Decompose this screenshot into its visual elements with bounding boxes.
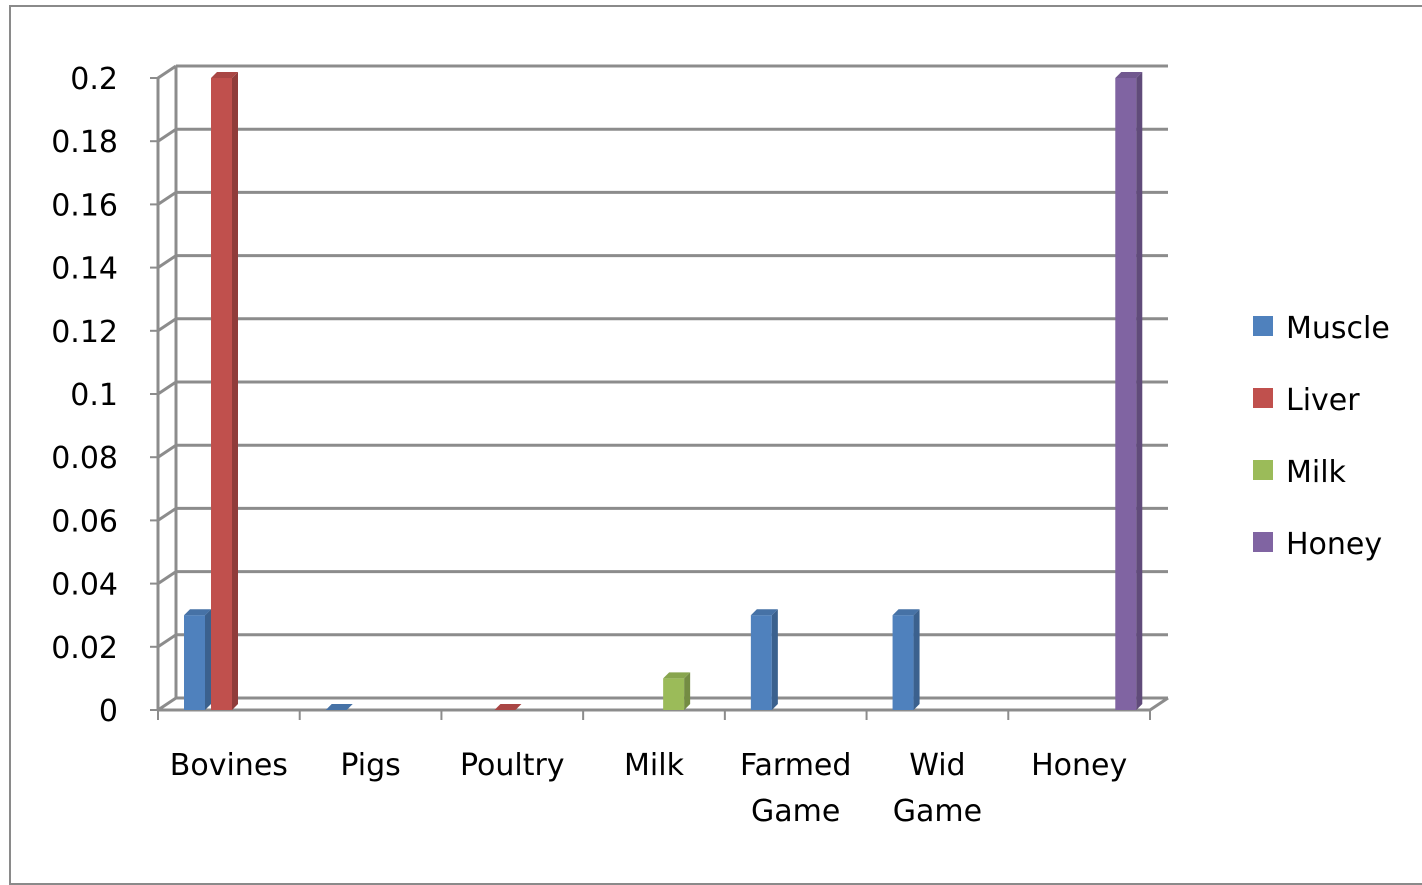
x-category-label: Bovines: [170, 748, 288, 783]
gridline-diag: [157, 127, 177, 143]
bar-milk: [663, 672, 691, 710]
legend-label: Muscle: [1286, 311, 1390, 346]
legend-item-milk: Milk: [1253, 455, 1347, 490]
bar-muscle: [325, 704, 353, 710]
y-tick-label: 0.12: [51, 315, 118, 350]
gridline-diag: [157, 380, 177, 396]
legend-swatch: [1253, 316, 1273, 336]
x-category-label: Pigs: [340, 748, 400, 783]
x-category-label: Milk: [624, 748, 685, 783]
y-tick-label: 0.18: [51, 125, 118, 160]
gridline-diag: [157, 64, 177, 80]
legend-swatch: [1253, 460, 1273, 480]
legend-item-liver: Liver: [1253, 383, 1360, 418]
x-category-label: Poultry: [460, 748, 565, 783]
x-category-label: Honey: [1031, 748, 1127, 783]
gridline-diag: [157, 191, 177, 206]
legend: Muscle Liver Milk Honey: [1253, 311, 1390, 562]
x-category-label: Game: [751, 794, 840, 829]
x-category-label: Farmed: [740, 748, 851, 783]
x-category-label: Wid: [909, 748, 965, 783]
chart-svg: 00.020.040.060.080.10.120.140.160.180.2 …: [51, 62, 1390, 829]
y-axis-ticks: 0 0.02 0.04 0.06 0.08 0.1 0.12 0.14 0.16 0.18 0.2: [51, 62, 118, 729]
y-tick-label: 0: [99, 694, 118, 729]
legend-label: Liver: [1286, 383, 1360, 418]
legend-label: Honey: [1286, 527, 1382, 562]
y-tick-label: 0.14: [51, 252, 118, 287]
legend-swatch: [1253, 532, 1273, 552]
bar-liver: [494, 704, 522, 710]
bar-liver: [211, 72, 238, 710]
gridline-diag: [157, 633, 177, 649]
legend-item-honey: Honey: [1253, 527, 1382, 562]
floor-edge: [1149, 696, 1169, 712]
gridline-diag: [157, 507, 177, 522]
y-tick-label: 0.02: [51, 631, 118, 666]
gridline-diag: [157, 317, 177, 333]
gridline-diag: [157, 696, 177, 712]
bar-muscle: [892, 609, 920, 710]
y-tick-label: 0.04: [51, 568, 118, 603]
y-tick-label: 0.06: [51, 504, 118, 539]
gridline-diag: [157, 254, 177, 269]
y-tick-label: 0.2: [70, 62, 118, 97]
y-tick-label: 0.1: [70, 378, 118, 413]
bar-honey: [1115, 72, 1143, 710]
bars: [184, 72, 1143, 710]
axes: [150, 66, 1169, 720]
x-category-label: Game: [893, 794, 982, 829]
bar-muscle: [750, 609, 778, 710]
gridline-diag: [157, 443, 177, 459]
legend-swatch: [1253, 388, 1273, 408]
y-tick-label: 0.16: [51, 188, 118, 223]
y-tick-label: 0.08: [51, 441, 118, 476]
x-axis-categories: Bovines Pigs Poultry Milk Farmed Game Wid Game H…: [170, 748, 1127, 829]
gridlines: [157, 64, 1168, 712]
gridline-diag: [157, 570, 177, 585]
bar-muscle: [184, 609, 211, 710]
legend-item-muscle: Muscle: [1253, 311, 1390, 346]
legend-label: Milk: [1286, 455, 1347, 490]
